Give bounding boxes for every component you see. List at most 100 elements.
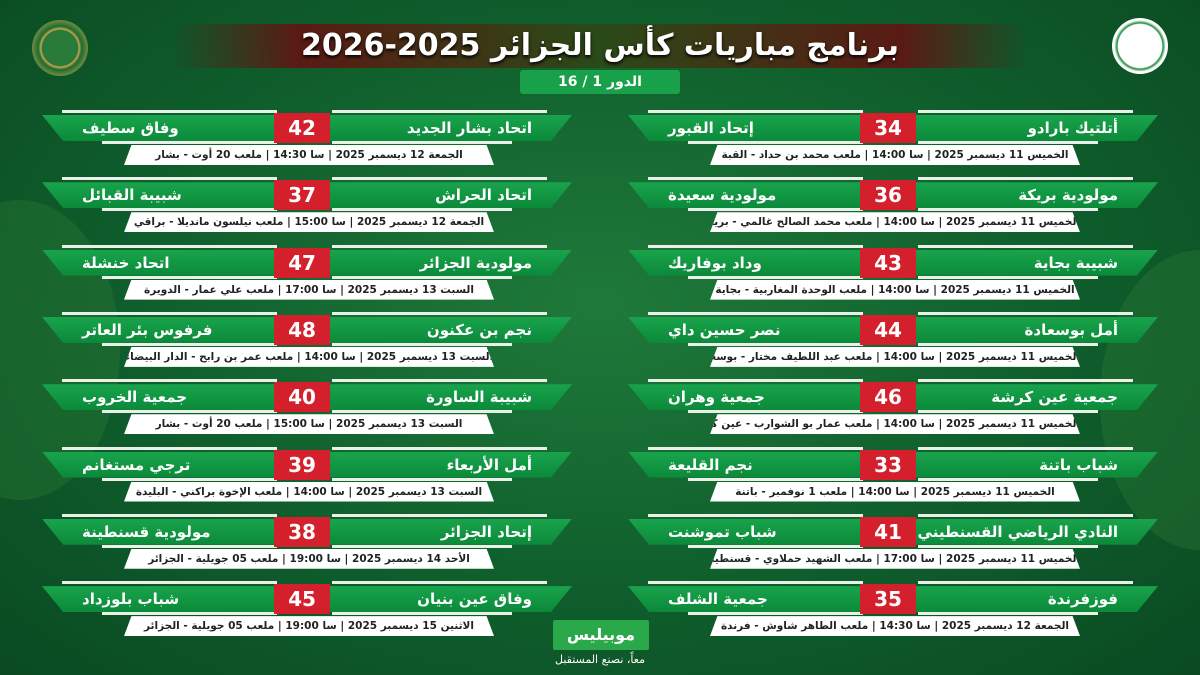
match-info: الاثنين 15 ديسمبر 2025 | سا 19:00 | ملعب… xyxy=(124,616,494,637)
match-number: 47 xyxy=(274,247,330,278)
divider xyxy=(648,379,863,383)
divider xyxy=(918,477,1098,481)
divider xyxy=(918,208,1098,212)
match-number: 40 xyxy=(274,382,330,413)
sponsor-slogan: معاً، نصنع المستقبل xyxy=(555,653,645,666)
divider xyxy=(918,544,1098,548)
match-info: الخميس 11 ديسمبر 2025 | سا 14:00 | ملعب … xyxy=(710,414,1080,435)
match-number: 38 xyxy=(274,516,330,547)
divider xyxy=(648,244,863,248)
match-info: الخميس 11 ديسمبر 2025 | سا 14:00 | ملعب … xyxy=(710,145,1080,165)
divider xyxy=(918,244,1133,248)
match-card: شباب باتنة 33 نجم القليعة الخميس 11 ديسم… xyxy=(628,446,1158,507)
match-number: 39 xyxy=(274,449,330,480)
away-team: ترجي مستغانم xyxy=(82,455,191,474)
divider xyxy=(688,275,863,279)
home-team: شبيبة الساورة xyxy=(426,388,532,407)
home-team: مولودية بريكة xyxy=(1018,186,1118,205)
match-number: 33 xyxy=(860,449,916,480)
divider xyxy=(332,581,547,585)
home-team: فوزفرندة xyxy=(1047,590,1118,609)
match-info: السبت 13 ديسمبر 2025 | سا 14:00 | ملعب ع… xyxy=(124,346,494,367)
divider xyxy=(332,244,547,248)
divider xyxy=(648,311,863,315)
divider xyxy=(918,311,1133,315)
match-info: الخميس 11 ديسمبر 2025 | سا 14:00 | ملعب … xyxy=(710,481,1080,502)
match-info: الجمعة 12 ديسمبر 2025 | سا 14:30 | ملعب … xyxy=(710,616,1080,637)
divider xyxy=(332,544,512,548)
divider xyxy=(918,379,1133,383)
title-bar xyxy=(170,24,1030,68)
match-card: شبيبة الساورة 40 جمعية الخروب السبت 13 د… xyxy=(42,379,572,439)
away-team: جمعية وهران xyxy=(668,388,765,407)
match-number: 41 xyxy=(860,516,916,547)
divider xyxy=(688,141,863,144)
divider xyxy=(102,208,277,212)
match-number: 46 xyxy=(860,382,916,413)
divider xyxy=(62,177,277,181)
divider xyxy=(688,612,863,616)
match-number: 37 xyxy=(274,180,330,211)
divider xyxy=(102,477,277,481)
away-team: وداد بوفاريك xyxy=(668,253,762,272)
home-team: إتحاد الجزائر xyxy=(440,522,532,541)
match-number: 44 xyxy=(860,314,916,345)
divider xyxy=(688,342,863,346)
match-card: اتحاد بشار الجديد 42 وفاق سطيف الجمعة 12… xyxy=(42,110,572,170)
divider xyxy=(62,581,277,585)
home-team: اتحاد بشار الجديد xyxy=(406,119,532,137)
match-card: أمل بوسعادة 44 نصر حسين داي الخميس 11 دي… xyxy=(628,311,1158,372)
home-team: شبيبة بجاية xyxy=(1033,253,1118,272)
divider xyxy=(918,410,1098,414)
match-card: إتحاد الجزائر 38 مولودية قسنطينة الأحد 1… xyxy=(42,513,572,574)
divider xyxy=(332,342,512,346)
away-team: شبيبة القبائل xyxy=(82,186,182,205)
home-team: مولودية الجزائر xyxy=(419,253,532,272)
away-team: شباب بلوزداد xyxy=(82,590,180,609)
away-team: نصر حسين داي xyxy=(668,320,781,339)
divider xyxy=(918,141,1098,144)
divider xyxy=(102,141,277,144)
algerian-cup-logo xyxy=(32,20,88,76)
home-team: وفاق عين بنيان xyxy=(417,590,532,609)
round-label: الدور 1 / 16 xyxy=(520,70,680,94)
match-info: الخميس 11 ديسمبر 2025 | سا 14:00 | ملعب … xyxy=(710,279,1080,300)
divider xyxy=(688,208,863,212)
match-card: أتلتيك بارادو 34 إتحاد القبور الخميس 11 … xyxy=(628,110,1158,170)
away-team: جمعية الشلف xyxy=(668,590,768,609)
match-card: شبيبة بجاية 43 وداد بوفاريك الخميس 11 دي… xyxy=(628,244,1158,305)
divider xyxy=(648,110,863,113)
match-info: الجمعة 12 ديسمبر 2025 | سا 15:00 | ملعب … xyxy=(124,212,494,233)
away-team: فرفوس بئر العاتر xyxy=(82,320,213,339)
divider xyxy=(62,311,277,315)
match-card: النادي الرياضي القسنطيني 41 شباب تموشنت … xyxy=(628,513,1158,574)
match-info: السبت 13 ديسمبر 2025 | سا 14:00 | ملعب ا… xyxy=(124,481,494,502)
home-team: اتحاد الحراش xyxy=(435,186,532,205)
divider xyxy=(918,177,1133,181)
divider xyxy=(102,410,277,414)
divider xyxy=(918,612,1098,616)
divider xyxy=(918,513,1133,517)
divider xyxy=(102,612,277,616)
match-info: الجمعة 12 ديسمبر 2025 | سا 14:30 | ملعب … xyxy=(124,145,494,165)
home-team: جمعية عين كرشة xyxy=(991,388,1118,407)
away-team: اتحاد خنشلة xyxy=(82,253,170,272)
divider xyxy=(332,311,547,315)
divider xyxy=(62,446,277,450)
match-card: مولودية بريكة 36 مولودية سعيدة الخميس 11… xyxy=(628,177,1158,237)
match-info: الخميس 11 ديسمبر 2025 | سا 14:00 | ملعب … xyxy=(710,212,1080,233)
divider xyxy=(648,581,863,585)
match-info: الخميس 11 ديسمبر 2025 | سا 14:00 | ملعب … xyxy=(710,346,1080,367)
divider xyxy=(648,177,863,181)
divider xyxy=(918,446,1133,450)
match-info: السبت 13 ديسمبر 2025 | سا 17:00 | ملعب ع… xyxy=(124,279,494,300)
match-card: نجم بن عكنون 48 فرفوس بئر العاتر السبت 1… xyxy=(42,311,572,372)
divider xyxy=(332,208,512,212)
match-number: 43 xyxy=(860,247,916,278)
away-team: شباب تموشنت xyxy=(668,522,777,541)
match-info: الخميس 11 ديسمبر 2025 | سا 17:00 | ملعب … xyxy=(710,548,1080,569)
divider xyxy=(332,141,512,144)
divider xyxy=(648,446,863,450)
home-team: أمل الأربعاء xyxy=(446,455,532,474)
match-number: 36 xyxy=(860,180,916,211)
